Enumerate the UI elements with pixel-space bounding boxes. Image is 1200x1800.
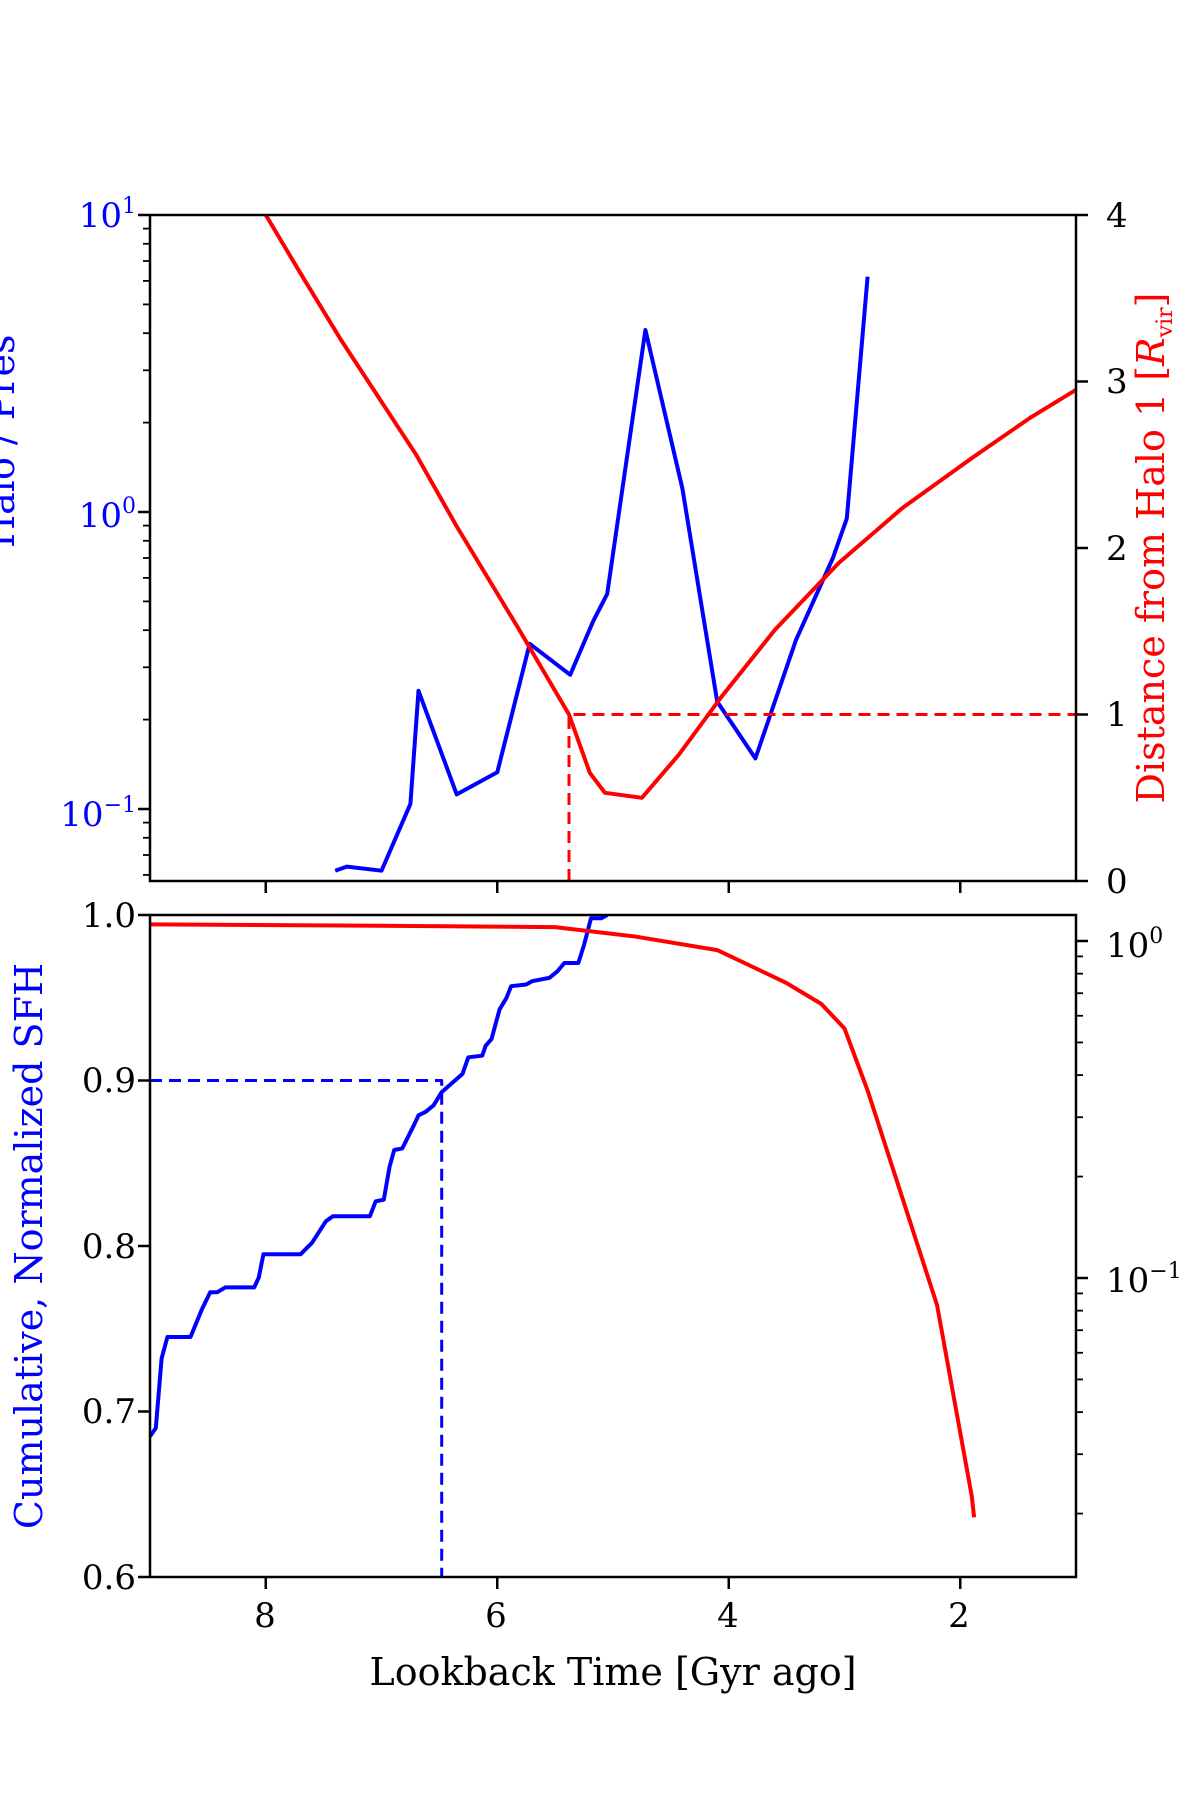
bottom-series-2-dashed xyxy=(150,1079,444,1577)
top-series-1-line xyxy=(264,215,1076,800)
top-right-tick-label-3: 3 xyxy=(1106,362,1128,402)
top-panel: 101 100 10−1 Halo / Pres 4 3 2 1 0 Dista… xyxy=(0,194,1178,902)
bottom-left-tick-label-0.9: 0.9 xyxy=(82,1061,136,1101)
x-tick-label-8: 8 xyxy=(254,1596,276,1636)
bottom-left-axis-label: Cumulative, Normalized SFH xyxy=(7,963,51,1529)
bottom-left-tick-label-0.7: 0.7 xyxy=(82,1392,136,1432)
x-tick-label-4: 4 xyxy=(717,1596,739,1636)
top-left-axis-label: Halo / Pres xyxy=(0,334,23,548)
top-series-2-dashed xyxy=(567,713,1076,881)
bottom-right-tick-label-0: 100 xyxy=(1106,924,1163,966)
bottom-plot-frame xyxy=(148,913,1078,1579)
top-left-tick-label-minus1: 10−1 xyxy=(60,793,136,835)
bottom-right-tick-label-minus1: 10−1 xyxy=(1106,1259,1182,1301)
top-right-tick-label-4: 4 xyxy=(1106,196,1128,236)
x-tick-label-6: 6 xyxy=(485,1596,507,1636)
bottom-left-tick-label-0.8: 0.8 xyxy=(82,1227,136,1267)
x-axis-label: Lookback Time [Gyr ago] xyxy=(369,1650,856,1694)
bottom-panel: 1.0 0.9 0.8 0.7 0.6 Cumulative, Normaliz… xyxy=(7,896,1182,1694)
bottom-left-tick-label-0.6: 0.6 xyxy=(82,1558,136,1598)
top-right-tick-label-0: 0 xyxy=(1106,862,1128,902)
bottom-left-tick-label-1.0: 1.0 xyxy=(82,896,136,936)
top-right-tick-label-2: 2 xyxy=(1106,529,1128,569)
top-right-axis-label: Distance from Halo 1 [Rvir] xyxy=(1129,292,1178,803)
x-tick-label-2: 2 xyxy=(948,1596,970,1636)
top-right-tick-label-1: 1 xyxy=(1106,695,1128,735)
top-left-tick-label-1: 101 xyxy=(79,194,136,236)
top-left-tick-label-0: 100 xyxy=(79,494,136,536)
top-series-0-line xyxy=(334,276,870,873)
bottom-series-0-line xyxy=(150,915,609,1438)
bottom-series-1-line xyxy=(150,922,977,1518)
